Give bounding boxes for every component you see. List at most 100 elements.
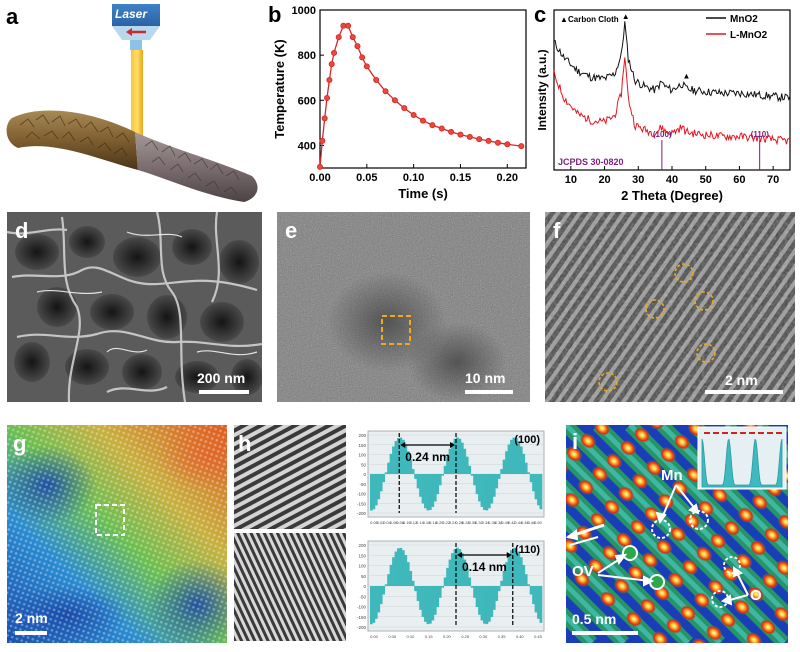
laser-beam <box>131 50 143 142</box>
profile-bar <box>374 586 378 619</box>
profile-x-tick: 0.50 <box>534 520 543 525</box>
profile-bar <box>524 462 528 474</box>
profile-x-tick: 0.06 <box>390 520 399 525</box>
peak-label-110: (110) <box>751 130 770 139</box>
atom-spot <box>751 494 769 510</box>
temperature-point <box>319 137 326 144</box>
temperature-point <box>324 95 331 102</box>
profile-x-tick: 0.34 <box>482 520 491 525</box>
profile-bar <box>453 438 457 474</box>
scale-bar-f <box>705 390 783 394</box>
atom-spot <box>775 560 788 576</box>
profile-x-tick: 0.35 <box>498 634 507 639</box>
temperature-point <box>476 136 483 143</box>
profile-bar <box>510 439 513 474</box>
profile-bar <box>416 474 420 489</box>
temperature-point <box>494 139 501 146</box>
profile-bar <box>411 580 415 586</box>
profile-bar <box>441 474 445 476</box>
profile-bar <box>428 586 432 624</box>
profile-y-tick: 100 <box>358 453 366 458</box>
inset-intensity-profile <box>697 426 787 490</box>
profile-bar <box>512 547 516 586</box>
ov-markers <box>622 545 665 590</box>
peak-marker: ▲ <box>682 71 690 80</box>
profile-bar <box>456 437 459 474</box>
profile-bar <box>424 586 427 622</box>
profile-bar <box>401 439 405 474</box>
spacing-arrow-head <box>450 442 455 448</box>
profile-bar <box>433 586 437 615</box>
profile-100-chart: 200150100500-50-100-150-2000.000.020.040… <box>352 425 548 529</box>
profile-x-tick: 0.44 <box>514 520 523 525</box>
profile-x-tick: 0.25 <box>461 634 470 639</box>
profile-bar <box>490 474 494 504</box>
profile-x-tick: 0.20 <box>443 634 452 639</box>
x-tick-label-c: 30 <box>632 174 644 186</box>
atom-spot <box>566 446 583 462</box>
temperature-point <box>373 76 380 83</box>
profile-y-tick: -50 <box>359 594 366 599</box>
profile-bar <box>453 549 457 586</box>
temperature-point <box>382 88 389 95</box>
profile-y-tick: -150 <box>357 615 367 620</box>
y-tick-label-b: 800 <box>298 50 316 62</box>
profile-bar <box>446 456 449 474</box>
profile-bar <box>431 474 435 507</box>
cyan-band <box>566 581 626 643</box>
profile-bar <box>514 438 518 474</box>
profile-bar <box>382 474 386 483</box>
panel-label-i: i <box>572 429 579 454</box>
profile-bar <box>370 474 373 511</box>
profile-bar <box>451 442 454 474</box>
atom-spot <box>759 619 777 635</box>
profile-bar <box>370 586 373 625</box>
x-tick-label-c: 70 <box>767 174 779 186</box>
profile-bar <box>433 474 437 502</box>
x-tick-label-c: 40 <box>666 174 678 186</box>
atom-spot <box>566 538 579 554</box>
atom-spot <box>705 625 723 641</box>
profile-bar <box>492 474 496 497</box>
profile-bar <box>495 586 499 602</box>
profile-bar <box>468 577 472 586</box>
panel-a: a <box>0 0 270 205</box>
profile-bar <box>394 551 398 586</box>
scale-text-e: 10 nm <box>465 370 506 386</box>
atom-spot <box>681 559 699 575</box>
temperature-chart: 0.00 0.05 0.10 0.15 0.20 400 600 800 1000 Time (s… <box>272 5 527 201</box>
temperature-point <box>485 137 492 144</box>
tem-texture <box>277 212 530 402</box>
profile-bar <box>421 474 425 504</box>
temperature-point <box>419 117 426 124</box>
profile-bar <box>397 548 400 586</box>
atom-spot <box>735 553 753 569</box>
atom-spot <box>691 638 709 643</box>
profile-bar <box>524 574 528 586</box>
profile-bar <box>470 474 474 476</box>
profile-bar <box>424 474 427 509</box>
profile-bar <box>485 586 489 625</box>
profile-bar <box>510 550 513 586</box>
profile-x-tick: 0.24 <box>449 520 458 525</box>
laser-head <box>112 4 160 26</box>
temperature-point <box>466 133 473 140</box>
profile-bar <box>397 438 400 474</box>
profile-x-tick: 0.16 <box>423 520 432 525</box>
profile-x-tick: 0.42 <box>508 520 517 525</box>
profile-bar <box>414 474 417 479</box>
xrd-chart: 10 20 30 40 50 60 70 2 Theta (Degree) Intensity … <box>538 9 791 203</box>
temperature-point <box>391 97 398 104</box>
atom-spot <box>763 527 781 543</box>
atom-spot <box>719 612 737 628</box>
sem-texture <box>7 212 262 402</box>
panel-label-c: c <box>534 2 547 27</box>
profile-bar <box>406 562 410 586</box>
profile-bar <box>392 557 395 586</box>
temperature-point <box>326 76 333 83</box>
profile-x-tick: 0.40 <box>516 634 525 639</box>
profile-bar <box>389 564 393 586</box>
temperature-line <box>319 25 522 167</box>
fft-image-110 <box>234 533 346 641</box>
atom-spot <box>659 447 677 463</box>
